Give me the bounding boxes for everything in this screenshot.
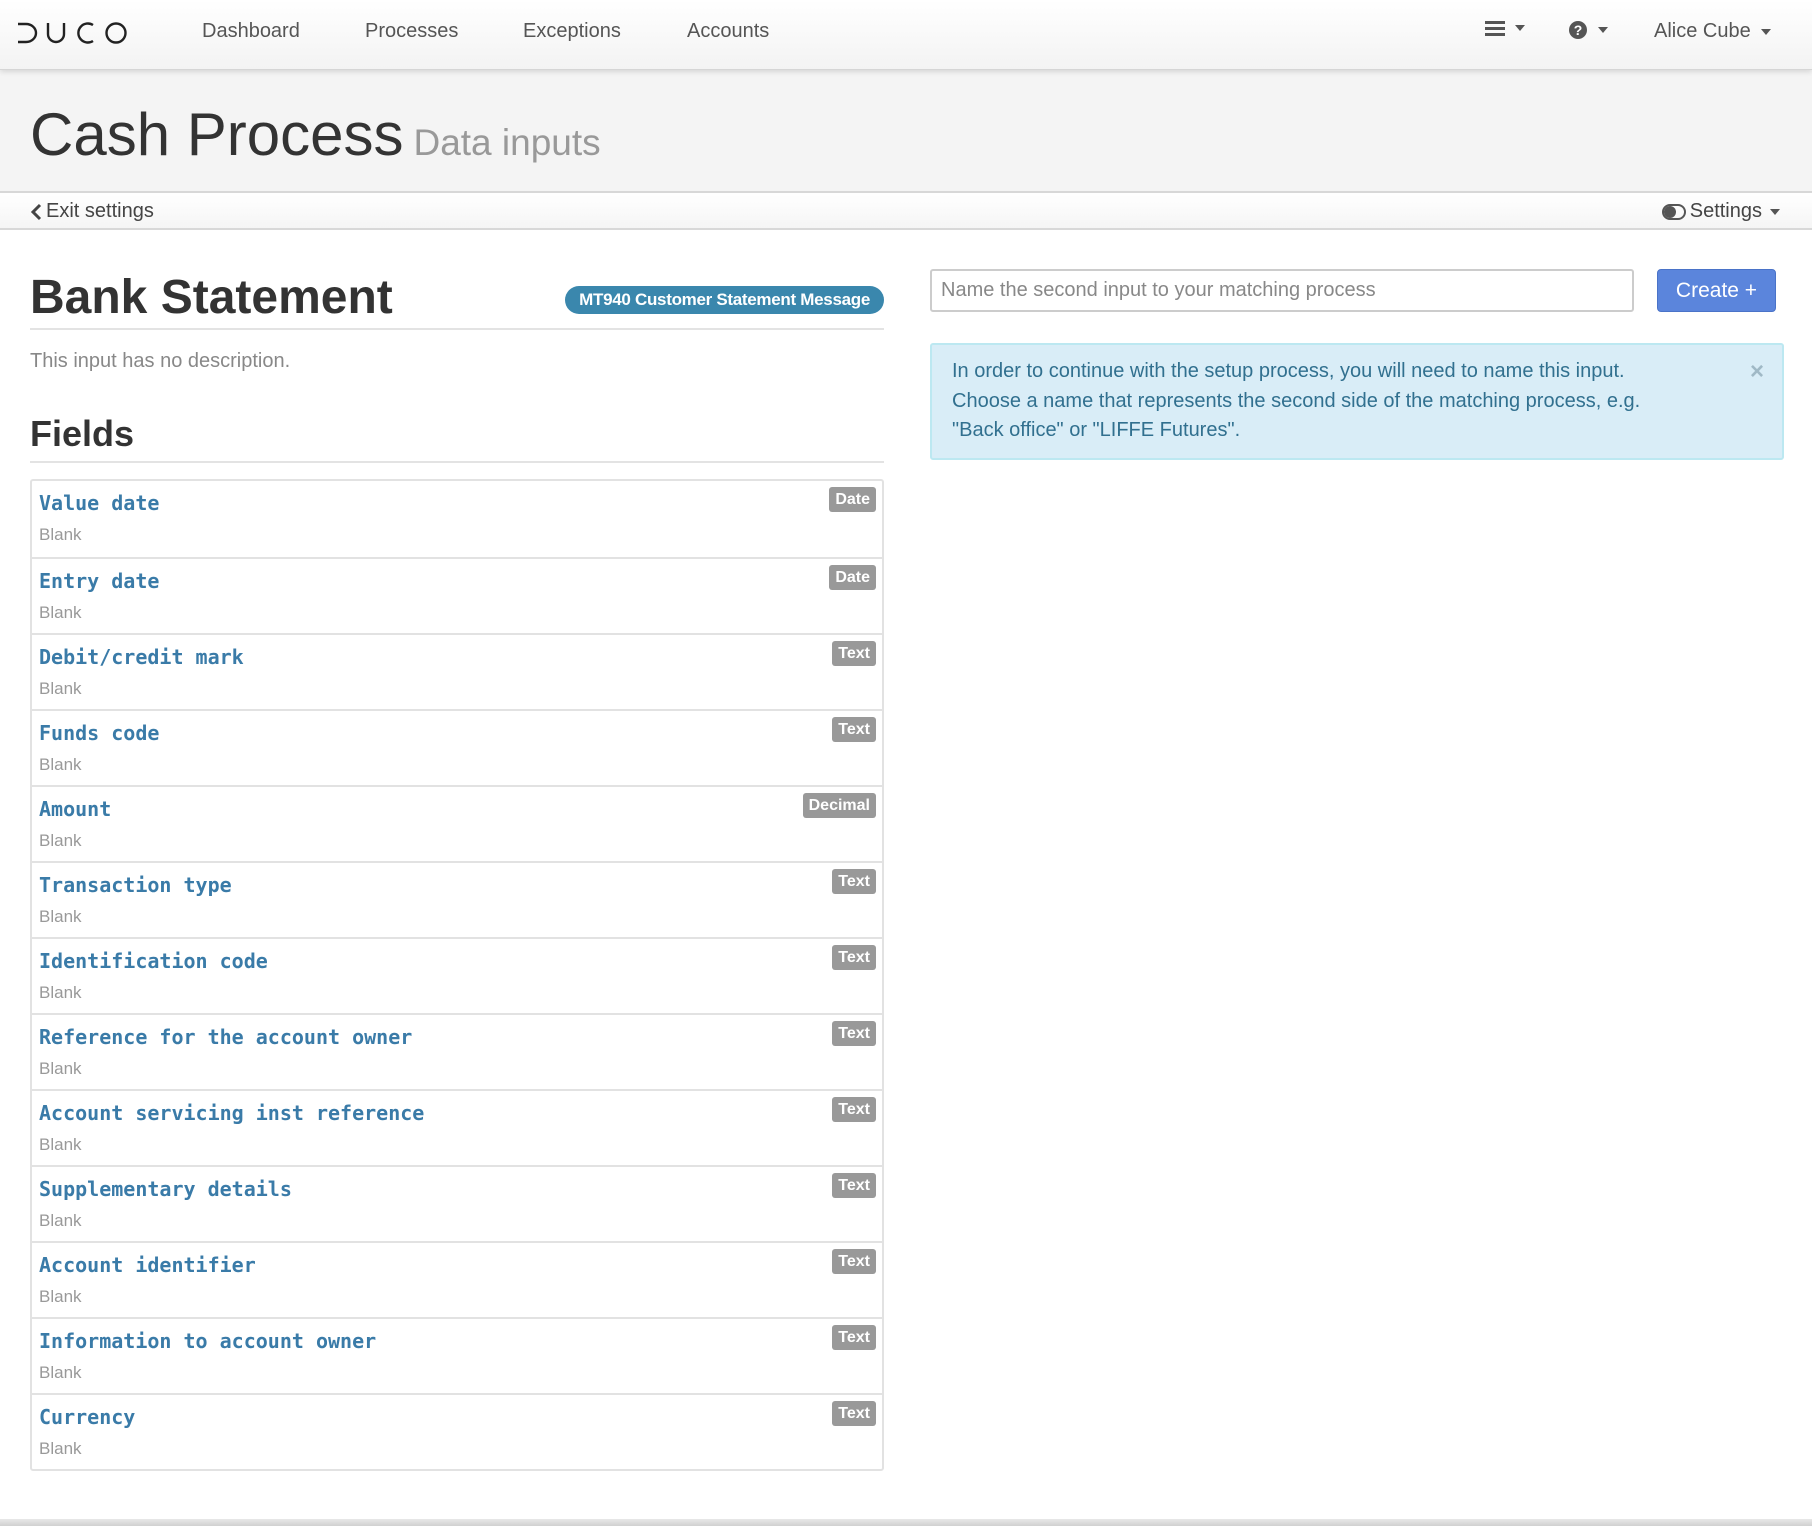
input-title: Bank Statement xyxy=(30,271,393,324)
process-name: Cash Process xyxy=(30,101,404,168)
field-row[interactable]: Identification code Text Blank xyxy=(32,937,882,1013)
field-name[interactable]: Funds code xyxy=(39,721,160,745)
nav-dashboard[interactable]: Dashboard xyxy=(202,20,300,42)
fields-heading: Fields xyxy=(30,413,884,463)
field-row[interactable]: Reference for the account owner Text Blank xyxy=(32,1013,882,1089)
field-row[interactable]: Funds code Text Blank xyxy=(32,709,882,785)
field-type-badge: Text xyxy=(832,945,876,970)
field-row[interactable]: Transaction type Text Blank xyxy=(32,861,882,937)
field-name[interactable]: Value date xyxy=(39,491,160,515)
field-name[interactable]: Identification code xyxy=(39,949,268,973)
field-name[interactable]: Amount xyxy=(39,797,112,821)
field-row[interactable]: Information to account owner Text Blank xyxy=(32,1317,882,1393)
field-value: Blank xyxy=(39,1287,82,1306)
field-type-badge: Text xyxy=(832,641,876,666)
field-value: Blank xyxy=(39,1059,82,1078)
field-value: Blank xyxy=(39,679,82,698)
help-dropdown[interactable]: ? xyxy=(1568,20,1608,40)
field-value: Blank xyxy=(39,1363,82,1382)
field-name[interactable]: Reference for the account owner xyxy=(39,1025,413,1049)
field-type-badge: Text xyxy=(832,1097,876,1122)
page-subtitle: Data inputs xyxy=(413,122,601,163)
field-type-badge: Date xyxy=(829,487,876,512)
input-description: This input has no description. xyxy=(30,350,291,372)
top-navbar: Dashboard Processes Exceptions Accounts … xyxy=(0,0,1812,70)
field-value: Blank xyxy=(39,831,82,850)
field-value: Blank xyxy=(39,907,82,926)
field-row[interactable]: Amount Decimal Blank xyxy=(32,785,882,861)
alert-line: "Back office" or "LIFFE Futures". xyxy=(952,419,1241,441)
input-header: Bank Statement MT940 Customer Statement … xyxy=(30,270,884,330)
nav-accounts[interactable]: Accounts xyxy=(687,20,770,42)
field-row[interactable]: Supplementary details Text Blank xyxy=(32,1165,882,1241)
field-row[interactable]: Currency Text Blank xyxy=(32,1393,882,1469)
chevron-left-icon xyxy=(30,203,42,220)
page-bottom-border xyxy=(0,1519,1812,1526)
field-row[interactable]: Account identifier Text Blank xyxy=(32,1241,882,1317)
close-icon[interactable]: × xyxy=(1749,358,1764,385)
field-value: Blank xyxy=(39,603,82,622)
field-type-badge: Text xyxy=(832,717,876,742)
field-name[interactable]: Currency xyxy=(39,1405,136,1429)
field-value: Blank xyxy=(39,1211,82,1230)
field-name[interactable]: Supplementary details xyxy=(39,1177,292,1201)
field-type-badge: Text xyxy=(832,869,876,894)
field-value: Blank xyxy=(39,525,82,544)
user-name: Alice Cube xyxy=(1654,20,1751,42)
field-value: Blank xyxy=(39,755,82,774)
field-type-badge: Text xyxy=(832,1173,876,1198)
create-button[interactable]: Create + xyxy=(1657,269,1776,312)
question-circle-icon: ? xyxy=(1569,21,1587,39)
field-value: Blank xyxy=(39,1439,82,1458)
chevron-down-icon xyxy=(1598,27,1608,33)
field-list: Value date Date Blank Entry date Date Blank De… xyxy=(30,479,884,1471)
field-value: Blank xyxy=(39,983,82,1002)
field-name[interactable]: Information to account owner xyxy=(39,1329,377,1353)
chevron-down-icon xyxy=(1760,28,1771,35)
exit-settings-label: Exit settings xyxy=(46,200,154,222)
field-name[interactable]: Transaction type xyxy=(39,873,232,897)
field-type-badge: Text xyxy=(832,1401,876,1426)
nav-processes[interactable]: Processes xyxy=(365,20,459,42)
field-type-badge: Date xyxy=(829,565,876,590)
field-row[interactable]: Value date Date Blank xyxy=(32,481,882,557)
user-menu[interactable]: Alice Cube xyxy=(1654,20,1771,43)
svg-text:?: ? xyxy=(1574,22,1583,38)
settings-dropdown[interactable]: Settings xyxy=(1661,200,1780,223)
exit-settings-link[interactable]: Exit settings xyxy=(30,200,154,223)
field-row[interactable]: Account servicing inst reference Text Blan… xyxy=(32,1089,882,1165)
field-type-badge: Text xyxy=(832,1021,876,1046)
alert-line: Choose a name that represents the second… xyxy=(952,389,1641,412)
field-type-badge: Text xyxy=(832,1325,876,1350)
field-row[interactable]: Entry date Date Blank xyxy=(32,557,882,633)
field-name[interactable]: Entry date xyxy=(39,569,160,593)
nav-exceptions[interactable]: Exceptions xyxy=(523,20,621,42)
info-alert: In order to continue with the setup proc… xyxy=(930,343,1784,460)
alert-line: In order to continue with the setup proc… xyxy=(952,360,1625,382)
menu-dropdown[interactable] xyxy=(1485,20,1525,36)
field-type-badge: Decimal xyxy=(802,793,876,818)
hamburger-menu-icon xyxy=(1485,21,1505,36)
chevron-down-icon xyxy=(1770,208,1780,215)
field-value: Blank xyxy=(39,1135,82,1154)
field-name[interactable]: Account servicing inst reference xyxy=(39,1101,425,1125)
chevron-down-icon xyxy=(1515,25,1525,31)
toggle-icon xyxy=(1661,203,1686,220)
format-badge: MT940 Customer Statement Message xyxy=(565,286,884,314)
input-panel: Bank Statement MT940 Customer Statement … xyxy=(30,270,884,1471)
page-title: Cash Process Data inputs xyxy=(30,100,601,169)
settings-bar: Exit settings Settings xyxy=(0,195,1812,230)
field-name[interactable]: Account identifier xyxy=(39,1253,256,1277)
settings-label: Settings xyxy=(1689,200,1762,222)
second-input-name-field[interactable] xyxy=(930,269,1634,312)
field-row[interactable]: Debit/credit mark Text Blank xyxy=(32,633,882,709)
duco-logo[interactable] xyxy=(14,18,130,48)
field-type-badge: Text xyxy=(832,1249,876,1274)
field-name[interactable]: Debit/credit mark xyxy=(39,645,244,669)
page-header: Cash Process Data inputs xyxy=(0,70,1812,193)
